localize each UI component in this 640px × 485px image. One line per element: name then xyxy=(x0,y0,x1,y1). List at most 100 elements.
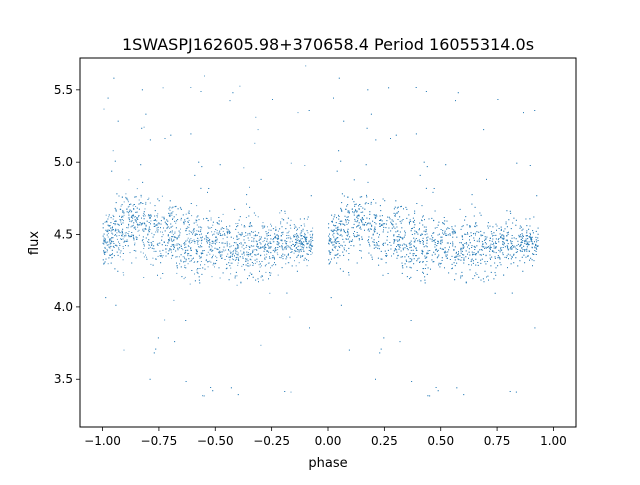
data-point xyxy=(103,250,105,252)
data-point xyxy=(304,225,306,227)
data-point xyxy=(106,234,108,236)
data-point xyxy=(128,234,129,236)
data-point xyxy=(184,256,185,258)
data-point xyxy=(521,242,523,243)
data-point xyxy=(267,232,269,234)
data-point xyxy=(371,224,373,226)
data-point xyxy=(130,221,132,223)
data-point xyxy=(280,210,282,212)
data-point xyxy=(158,222,160,224)
data-point xyxy=(145,225,147,227)
data-point xyxy=(457,258,459,260)
data-point xyxy=(235,252,237,254)
data-point xyxy=(328,240,330,242)
data-point xyxy=(173,216,175,218)
data-point xyxy=(347,210,349,212)
data-point xyxy=(530,237,531,239)
data-point xyxy=(237,225,239,227)
data-point xyxy=(284,248,286,250)
data-point xyxy=(496,229,497,231)
data-point xyxy=(403,243,405,245)
data-point xyxy=(266,240,268,242)
data-point xyxy=(211,240,213,242)
data-point xyxy=(209,244,211,246)
data-point xyxy=(416,203,418,204)
data-point xyxy=(514,246,516,248)
data-point xyxy=(466,224,468,226)
data-point xyxy=(296,270,298,272)
data-point xyxy=(436,250,438,252)
data-point xyxy=(245,247,247,248)
data-point xyxy=(475,272,477,274)
data-point xyxy=(293,252,295,254)
data-point xyxy=(462,247,464,249)
data-point xyxy=(301,246,303,248)
data-point xyxy=(216,236,217,238)
data-point xyxy=(374,216,376,218)
data-point xyxy=(465,282,467,284)
data-point xyxy=(509,248,511,250)
data-point xyxy=(367,222,369,224)
data-point xyxy=(415,231,417,233)
data-point xyxy=(393,239,395,241)
data-point xyxy=(111,240,113,242)
data-point xyxy=(503,244,505,246)
data-point xyxy=(271,265,273,267)
data-point xyxy=(285,258,287,260)
data-point xyxy=(442,222,444,224)
data-point xyxy=(194,234,196,236)
data-point xyxy=(205,236,207,238)
data-point xyxy=(170,212,172,214)
data-point xyxy=(126,198,128,200)
data-point xyxy=(264,245,266,247)
data-point xyxy=(249,258,251,260)
data-point xyxy=(447,227,449,229)
data-point xyxy=(301,255,303,257)
data-point xyxy=(107,229,109,231)
data-point xyxy=(105,214,107,216)
data-point xyxy=(480,230,482,232)
data-point xyxy=(522,249,524,250)
data-point xyxy=(332,221,333,223)
data-point xyxy=(262,246,264,248)
data-point xyxy=(285,248,287,250)
data-point xyxy=(269,292,271,294)
data-point xyxy=(120,219,122,221)
data-point xyxy=(178,230,180,232)
data-point xyxy=(192,230,194,232)
data-point xyxy=(104,253,106,255)
data-point xyxy=(388,87,390,89)
data-point xyxy=(507,247,508,249)
data-point xyxy=(121,234,123,236)
data-point xyxy=(289,236,291,238)
data-point xyxy=(537,237,539,239)
data-point xyxy=(296,243,298,245)
data-point xyxy=(238,233,240,235)
data-point xyxy=(422,240,424,241)
data-point xyxy=(502,234,504,236)
data-point xyxy=(211,246,213,248)
data-point xyxy=(312,245,314,247)
data-point xyxy=(174,236,176,238)
data-point xyxy=(443,233,445,235)
data-point xyxy=(253,241,255,243)
data-point xyxy=(196,269,198,271)
data-point xyxy=(289,246,291,248)
data-point xyxy=(286,222,288,224)
data-point xyxy=(172,236,174,238)
data-point xyxy=(223,250,225,252)
data-point xyxy=(237,223,239,224)
data-point xyxy=(441,241,443,243)
data-point xyxy=(489,254,491,256)
data-point xyxy=(477,252,479,254)
data-point xyxy=(397,244,399,246)
data-point xyxy=(153,250,155,252)
data-point xyxy=(529,225,531,227)
data-point xyxy=(103,241,105,243)
data-point xyxy=(243,251,245,253)
data-point xyxy=(521,256,523,258)
data-point xyxy=(230,255,232,257)
data-point xyxy=(148,226,150,228)
data-point xyxy=(451,226,453,228)
data-point xyxy=(312,235,313,237)
